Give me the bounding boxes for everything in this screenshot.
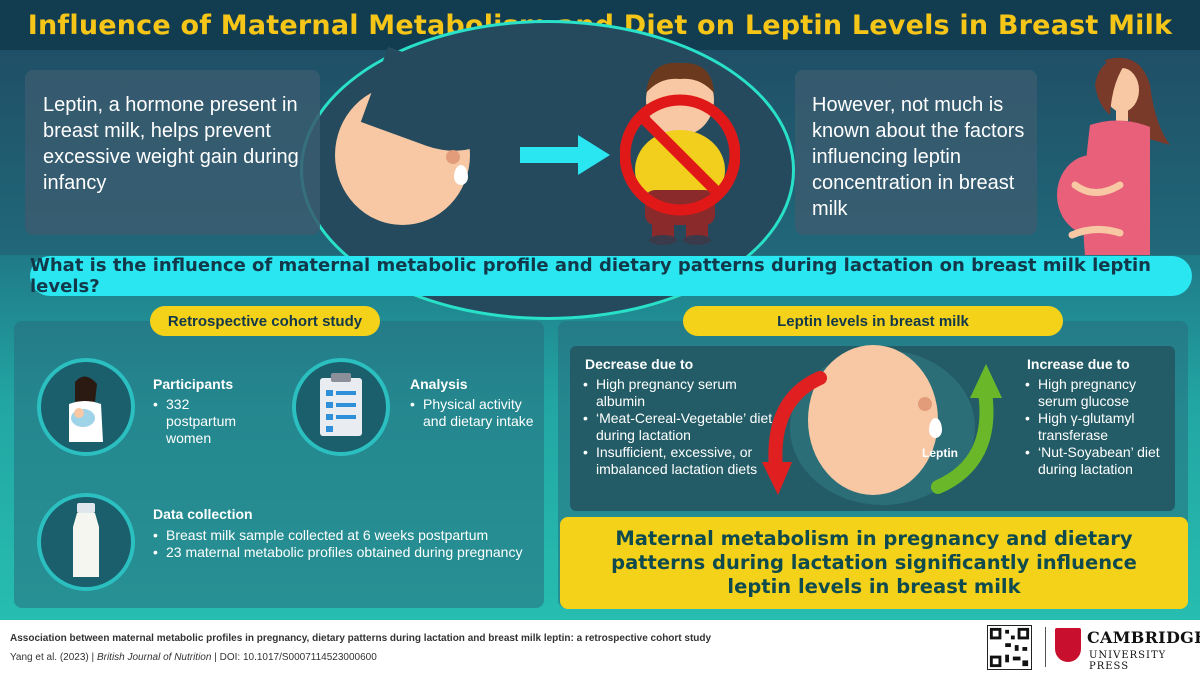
increase-arrow-icon bbox=[931, 364, 1002, 494]
increase-list: High pregnancy serum glucose High γ-glut… bbox=[1025, 376, 1173, 478]
decrease-item: High pregnancy serum albumin bbox=[583, 376, 783, 410]
citation-doi: DOI: 10.1017/S0007114523000600 bbox=[219, 652, 377, 663]
citation-details: Yang et al. (2023) | British Journal of … bbox=[10, 652, 377, 663]
participants-item: 332 postpartum women bbox=[153, 396, 263, 447]
citation-separator: | bbox=[214, 652, 220, 663]
decrease-arrow-icon bbox=[762, 371, 827, 495]
leptin-label: Leptin bbox=[922, 446, 958, 460]
knowledge-gap-box bbox=[795, 70, 1037, 235]
decrease-list: High pregnancy serum albumin ‘Meat-Cerea… bbox=[583, 376, 783, 478]
data-collection-item: 23 maternal metabolic profiles obtained … bbox=[153, 544, 523, 561]
nipple-illustration bbox=[446, 150, 460, 164]
baby-no-sign-illustration bbox=[620, 62, 740, 245]
clipboard-icon bbox=[292, 358, 390, 456]
mother-baby-icon bbox=[37, 358, 135, 456]
cambridge-crest-icon bbox=[1055, 628, 1081, 662]
leptin-pill: Leptin levels in breast milk bbox=[683, 306, 1063, 336]
participants-list: 332 postpartum women bbox=[153, 396, 263, 447]
data-collection-item: Breast milk sample collected at 6 weeks … bbox=[153, 527, 523, 544]
decrease-item: ‘Meat-Cereal-Vegetable’ diet during lact… bbox=[583, 410, 783, 444]
pregnant-mother-illustration bbox=[1057, 57, 1170, 255]
analysis-item: Physical activity and dietary intake bbox=[410, 396, 535, 430]
citation-title: Association between maternal metabolic p… bbox=[10, 633, 712, 644]
citation-authors: Yang et al. (2023) bbox=[10, 652, 89, 663]
decrease-title: Decrease due to bbox=[585, 356, 694, 372]
right-arrow-icon bbox=[520, 135, 610, 175]
intro-box bbox=[25, 70, 320, 235]
analysis-title: Analysis bbox=[410, 376, 468, 392]
increase-title: Increase due to bbox=[1027, 356, 1130, 372]
footer-divider bbox=[1045, 627, 1046, 667]
milk-bottle-icon bbox=[37, 493, 135, 591]
breast-illustration-small bbox=[808, 345, 938, 495]
qr-code-icon[interactable] bbox=[987, 625, 1032, 670]
increase-item: High γ-glutamyl transferase bbox=[1025, 410, 1173, 444]
research-question-banner: What is the influence of maternal metabo… bbox=[30, 255, 1192, 297]
data-collection-list: Breast milk sample collected at 6 weeks … bbox=[153, 527, 523, 561]
intro-text: Leptin, a hormone present in breast milk… bbox=[43, 94, 299, 194]
increase-item: High pregnancy serum glucose bbox=[1025, 376, 1173, 410]
participants-title: Participants bbox=[153, 376, 234, 392]
milk-drop-icon bbox=[929, 418, 942, 438]
conclusion-box: Maternal metabolism in pregnancy and die… bbox=[560, 517, 1188, 609]
decrease-item: Insufficient, excessive, or imbalanced l… bbox=[583, 444, 783, 478]
knowledge-gap-text: However, not much is known about the fac… bbox=[812, 94, 1025, 220]
milk-drop-icon bbox=[454, 165, 468, 185]
research-question: What is the influence of maternal metabo… bbox=[30, 255, 1151, 297]
publisher-subtitle: UNIVERSITY PRESS bbox=[1089, 650, 1167, 672]
analysis-list: Physical activity and dietary intake bbox=[410, 396, 535, 430]
nipple-illustration-small bbox=[918, 397, 932, 411]
increase-item: ‘Nut-Soyabean’ diet during lactation bbox=[1025, 444, 1173, 478]
citation-separator: | bbox=[91, 652, 97, 663]
data-collection-title: Data collection bbox=[153, 506, 253, 522]
publisher-name: CAMBRIDGE bbox=[1087, 628, 1200, 647]
citation-journal: British Journal of Nutrition bbox=[96, 652, 212, 663]
study-type-pill: Retrospective cohort study bbox=[150, 306, 380, 336]
